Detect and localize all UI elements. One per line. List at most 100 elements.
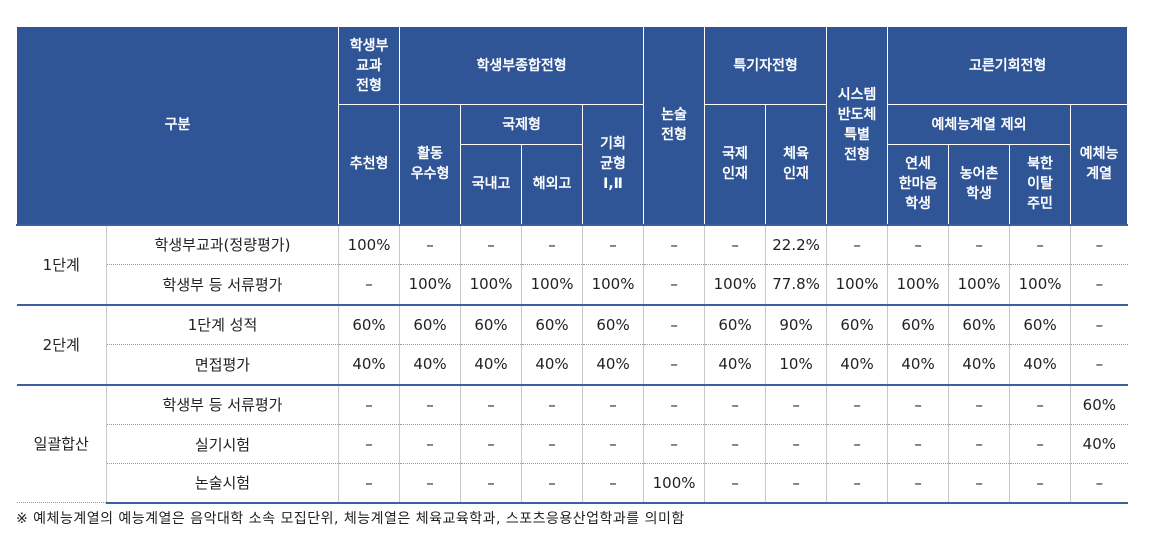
table-cell: –: [887, 223, 950, 265]
table-cell: 60%: [399, 303, 462, 345]
row-label: 1단계 성적: [105, 303, 340, 345]
table-cell: 40%: [582, 344, 645, 385]
table-cell: –: [643, 223, 706, 265]
header-bukhan: 북한 이탈 주민: [1009, 144, 1072, 225]
table-cell: –: [826, 463, 889, 504]
row-label: 학생부 등 서류평가: [105, 264, 340, 305]
table-cell: 22.2%: [765, 223, 828, 265]
header-yeche: 예체능 계열: [1070, 104, 1129, 225]
table-cell: –: [948, 383, 1011, 425]
table-cell: –: [887, 463, 950, 504]
table-cell: –: [1009, 463, 1072, 504]
table-cell: 100%: [826, 264, 889, 305]
table-cell: 60%: [826, 303, 889, 345]
table-cell: –: [582, 223, 645, 265]
table-cell: –: [1009, 223, 1072, 265]
table-cell: –: [338, 264, 401, 305]
table-cell: –: [521, 424, 584, 464]
table-cell: –: [460, 463, 523, 504]
row-label: 학생부교과(정량평가): [105, 223, 340, 265]
table-cell: 10%: [765, 344, 828, 385]
table-cell: 60%: [1070, 383, 1128, 425]
table-cell: –: [460, 424, 523, 464]
group-stage1: 1단계: [16, 223, 107, 305]
table-cell: 40%: [399, 344, 462, 385]
table-cell: –: [1070, 264, 1128, 305]
table-cell: 100%: [643, 463, 706, 504]
header-yonse: 연세 한마음 학생: [887, 144, 950, 225]
table-cell: 40%: [704, 344, 767, 385]
header-haewaego: 해외고: [521, 144, 584, 225]
table-cell: 60%: [338, 303, 401, 345]
table-cell: 40%: [521, 344, 584, 385]
header-nonsul: 논술 전형: [643, 26, 706, 225]
table-cell: 60%: [521, 303, 584, 345]
table-cell: –: [1070, 463, 1128, 504]
table-cell: –: [643, 344, 706, 385]
table-cell: 100%: [338, 223, 401, 265]
header-chucheon: 추천형: [338, 104, 401, 225]
table-cell: –: [582, 424, 645, 464]
table-cell: –: [521, 383, 584, 425]
table-row: 2단계 1단계 성적 60% 60% 60% 60% 60% –60% 90% 60% 60% 60…: [16, 303, 1128, 385]
table-cell: 40%: [460, 344, 523, 385]
table-cell: –: [765, 383, 828, 425]
table-cell: –: [1009, 383, 1072, 425]
header-gukje: 국제형: [460, 104, 584, 145]
table-cell: 100%: [399, 264, 462, 305]
table-row: 논술시험 – – – – –100% – – – – – – –: [17, 463, 1128, 504]
table-cell: –: [643, 424, 706, 464]
table-cell: 100%: [704, 264, 767, 305]
table-cell: 90%: [765, 303, 828, 345]
table-cell: –: [826, 223, 889, 265]
table-cell: –: [338, 383, 401, 425]
table-cell: –: [948, 223, 1011, 265]
group-ilgwal: 일괄합산: [16, 383, 107, 503]
table-cell: –: [765, 424, 828, 464]
table-cell: 100%: [948, 264, 1011, 305]
table-cell: 100%: [460, 264, 523, 305]
header-hwaldong: 활동 우수형: [399, 104, 462, 225]
table-cell: –: [948, 424, 1011, 464]
table-cell: –: [948, 463, 1011, 504]
table-cell: 100%: [582, 264, 645, 305]
table-cell: –: [1070, 344, 1128, 385]
table-cell: 60%: [948, 303, 1011, 345]
table-cell: –: [399, 223, 462, 265]
header-gungnaego: 국내고: [460, 144, 523, 225]
header-gubun: 구분: [15, 26, 340, 225]
table-cell: –: [1009, 424, 1072, 464]
row-label: 학생부 등 서류평가: [105, 383, 340, 425]
table-cell: –: [521, 463, 584, 504]
table-body: 1단계 학생부교과(정량평가) 100% – – – – – –22.2% – – – – – 학생부 …: [16, 223, 1128, 504]
table-row: 일괄합산 학생부 등 서류평가 – – – – – – – – – – – –60%: [16, 383, 1128, 503]
table-cell: 40%: [826, 344, 889, 385]
header-gyogwa: 학생부 교과 전형: [338, 26, 401, 105]
header-jonghap: 학생부종합전형: [399, 26, 645, 105]
table-cell: 60%: [1009, 303, 1072, 345]
table-cell: –: [338, 424, 401, 464]
header-gukje-injae: 국제 인재: [704, 104, 767, 225]
admission-table: 구분 학생부 교과 전형 학생부종합전형 논술 전형 특기자전형 시스템 반도체…: [15, 26, 1129, 504]
header-gihoe: 기회 균형 Ⅰ,Ⅱ: [582, 104, 645, 225]
table-cell: 40%: [1070, 424, 1128, 464]
table-cell: 100%: [1009, 264, 1072, 305]
table-cell: –: [521, 223, 584, 265]
table-cell: 60%: [582, 303, 645, 345]
table-cell: –: [765, 463, 828, 504]
table-cell: –: [643, 264, 706, 305]
table-cell: 100%: [887, 264, 950, 305]
header-cheyuk-injae: 체육 인재: [765, 104, 828, 225]
row-label: 면접평가: [105, 344, 340, 385]
table-cell: 40%: [1009, 344, 1072, 385]
header-system: 시스템 반도체 특별 전형: [826, 26, 889, 225]
header-goreun: 고른기회전형: [887, 26, 1129, 105]
table-cell: –: [399, 463, 462, 504]
table-row: 1단계 학생부교과(정량평가) 100% – – – – – –22.2% – – – – –: [16, 223, 1128, 305]
header-teukgi: 특기자전형: [704, 26, 828, 105]
row-label: 실기시험: [105, 424, 340, 464]
table-cell: 60%: [460, 303, 523, 345]
table-cell: 60%: [704, 303, 767, 345]
table-cell: –: [826, 383, 889, 425]
table-cell: –: [399, 424, 462, 464]
